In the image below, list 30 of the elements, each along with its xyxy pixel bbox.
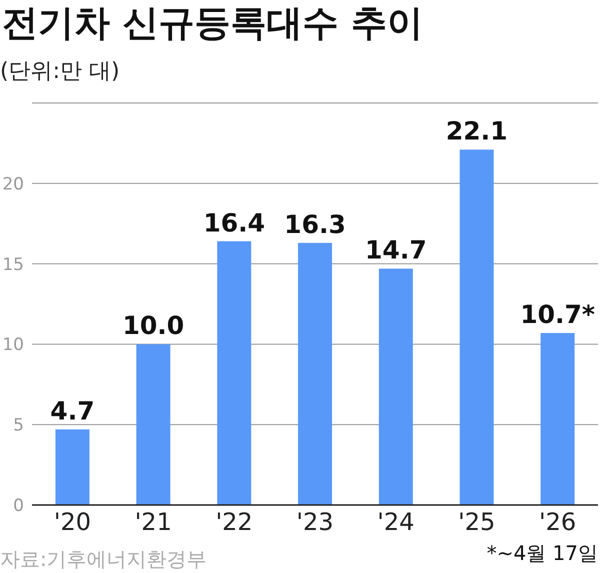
text: 자료:기후에너지환경부 — [0, 546, 207, 573]
x-tick-label: '26 — [539, 508, 576, 536]
data-label: 14.7 — [365, 236, 427, 265]
x-tick-label: '23 — [296, 508, 334, 536]
bar — [378, 268, 413, 505]
chart-title: 전기차 신규등록대수 추이 — [2, 2, 424, 46]
text: *~4월 17일 — [486, 540, 598, 567]
data-label: 4.7 — [50, 396, 95, 426]
bar — [298, 242, 332, 505]
y-tick-label: 15 — [2, 254, 24, 275]
bar — [460, 150, 494, 505]
data-label: 10.7* — [520, 300, 595, 329]
data-label: 16.3 — [284, 210, 346, 239]
data-label: 22.1 — [446, 116, 508, 146]
x-tick-label: '20 — [54, 508, 91, 536]
x-tick-label: '25 — [458, 508, 496, 536]
bar — [136, 344, 170, 505]
y-tick-label: 5 — [13, 416, 24, 436]
x-tick-label: '21 — [134, 508, 172, 536]
data-label: 10.0 — [122, 311, 184, 340]
x-tick-label: '24 — [377, 508, 414, 536]
bar — [540, 332, 575, 505]
data-label: 16.4 — [203, 208, 266, 238]
x-tick-label: '22 — [216, 508, 253, 536]
bar — [55, 429, 90, 505]
y-tick-label: 0 — [13, 496, 24, 516]
y-tick-label: 10 — [2, 335, 24, 356]
bar — [217, 241, 252, 505]
chart-subtitle: (단위:만 대) — [0, 58, 120, 86]
y-tick-label: 20 — [2, 174, 24, 194]
